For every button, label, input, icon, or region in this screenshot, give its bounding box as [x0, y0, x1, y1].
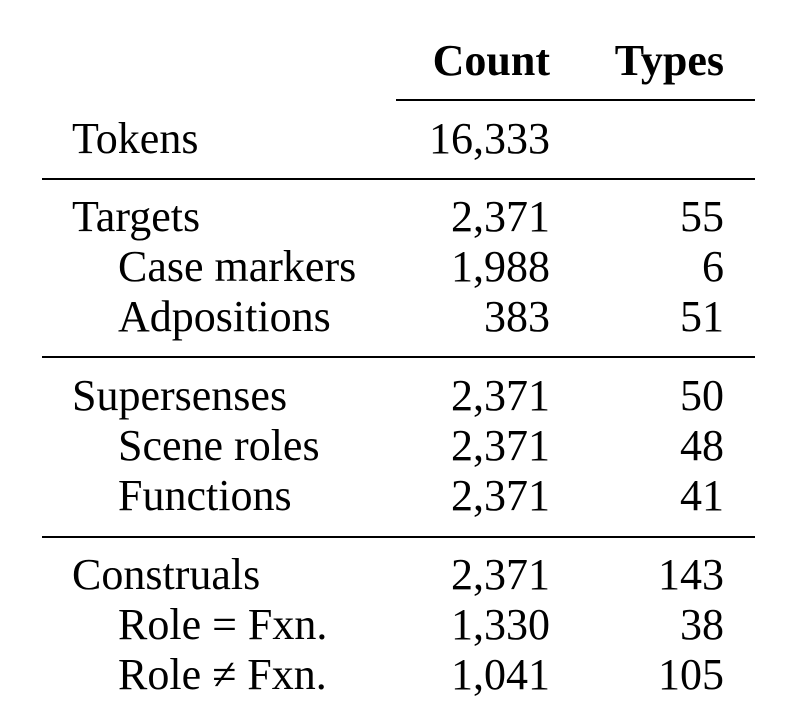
section-rule — [42, 536, 755, 538]
header-underline-rule — [396, 99, 755, 101]
row-count: 383 — [484, 292, 550, 341]
table-row-construals: Construals 2,371 143 — [42, 550, 755, 600]
row-label: Role ≠ Fxn. — [118, 650, 327, 699]
row-label: Role = Fxn. — [118, 600, 328, 649]
row-types: 143 — [658, 550, 724, 599]
row-count: 1,041 — [451, 650, 550, 699]
table-row-scene-roles: Scene roles 2,371 48 — [42, 421, 755, 471]
table-row-targets: Targets 2,371 55 — [42, 192, 755, 242]
row-count: 2,371 — [451, 192, 550, 241]
row-types: 105 — [658, 650, 724, 699]
row-count: 16,333 — [429, 114, 550, 163]
table-row-tokens: Tokens 16,333 — [42, 114, 755, 164]
row-label: Targets — [72, 192, 201, 241]
row-count: 2,371 — [451, 471, 550, 520]
row-count: 1,988 — [451, 242, 550, 291]
row-label: Tokens — [72, 114, 199, 163]
row-types: 48 — [680, 421, 724, 470]
section-rule — [42, 356, 755, 358]
row-types: 51 — [680, 292, 724, 341]
row-count: 1,330 — [451, 600, 550, 649]
row-label: Construals — [72, 550, 261, 599]
row-label: Case markers — [118, 242, 357, 291]
row-count: 2,371 — [451, 421, 550, 470]
row-count: 2,371 — [451, 371, 550, 420]
row-label: Scene roles — [118, 421, 320, 470]
types-column-header: Types — [614, 36, 724, 85]
table-row-supersenses: Supersenses 2,371 50 — [42, 371, 755, 421]
row-types: 55 — [680, 192, 724, 241]
table-row-role-equals-fxn: Role = Fxn. 1,330 38 — [42, 600, 755, 650]
row-label: Supersenses — [72, 371, 288, 420]
section-rule — [42, 178, 755, 180]
table-row-role-not-equals-fxn: Role ≠ Fxn. 1,041 105 — [42, 650, 755, 700]
table-row-functions: Functions 2,371 41 — [42, 471, 755, 521]
table-row-adpositions: Adpositions 383 51 — [42, 292, 755, 342]
row-label: Functions — [118, 471, 292, 520]
row-count: 2,371 — [451, 550, 550, 599]
row-types: 38 — [680, 600, 724, 649]
row-label: Adpositions — [118, 292, 331, 341]
row-types: 41 — [680, 471, 724, 520]
row-types: 50 — [680, 371, 724, 420]
table-row-case-markers: Case markers 1,988 6 — [42, 242, 755, 292]
table-header-row: Count Types — [42, 28, 755, 94]
row-types: 6 — [702, 242, 724, 291]
count-column-header: Count — [432, 36, 550, 85]
